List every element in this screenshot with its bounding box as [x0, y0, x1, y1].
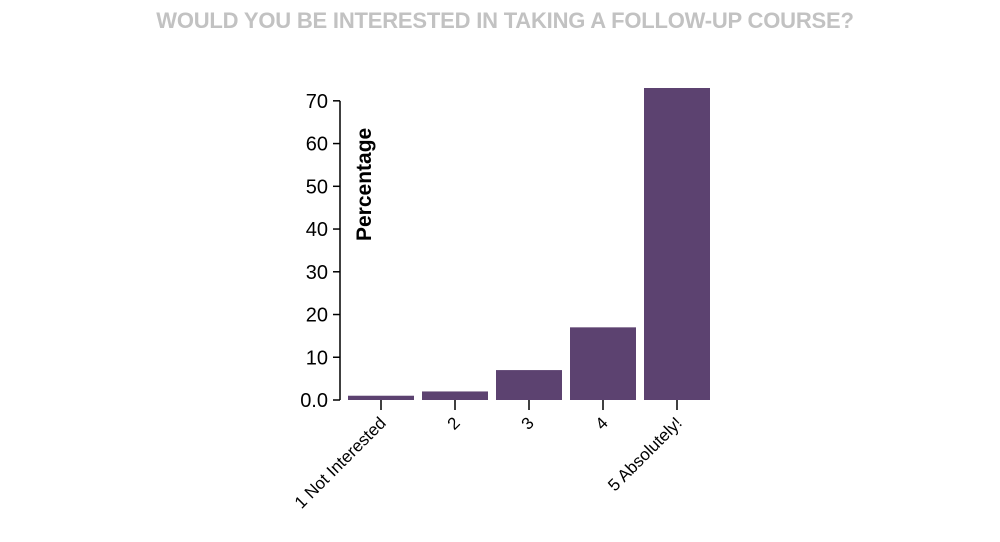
x-category-label: 3	[518, 413, 538, 433]
y-tick-label: 30	[306, 262, 328, 284]
x-category-label: 4	[592, 413, 612, 433]
x-category-label: 2	[444, 413, 464, 433]
y-tick-label: 60	[306, 134, 328, 156]
y-tick-label: 70	[306, 91, 328, 113]
bar-4	[570, 327, 636, 400]
chart-title: WOULD YOU BE INTERESTED IN TAKING A FOLL…	[156, 8, 854, 33]
y-axis: 0.0 10 20 30 40 50 60 70	[300, 91, 341, 412]
bars-group	[348, 88, 710, 400]
y-tick-label: 10	[306, 347, 328, 369]
y-tick-label: 0.0	[300, 390, 328, 412]
bar-3	[496, 370, 562, 400]
y-tick-label: 40	[306, 219, 328, 241]
x-category-label: 5 Absolutely!	[604, 413, 686, 495]
y-axis-title: Percentage	[353, 128, 376, 241]
bar-5	[644, 88, 710, 400]
y-tick-label: 50	[306, 176, 328, 198]
bar-2	[422, 391, 488, 400]
bar-1	[348, 395, 414, 400]
y-tick-label: 20	[306, 305, 328, 327]
x-category-label: 1 Not Interested	[291, 413, 390, 512]
x-axis: 1 Not Interested 2 3 45 Absolutely!	[291, 400, 686, 512]
